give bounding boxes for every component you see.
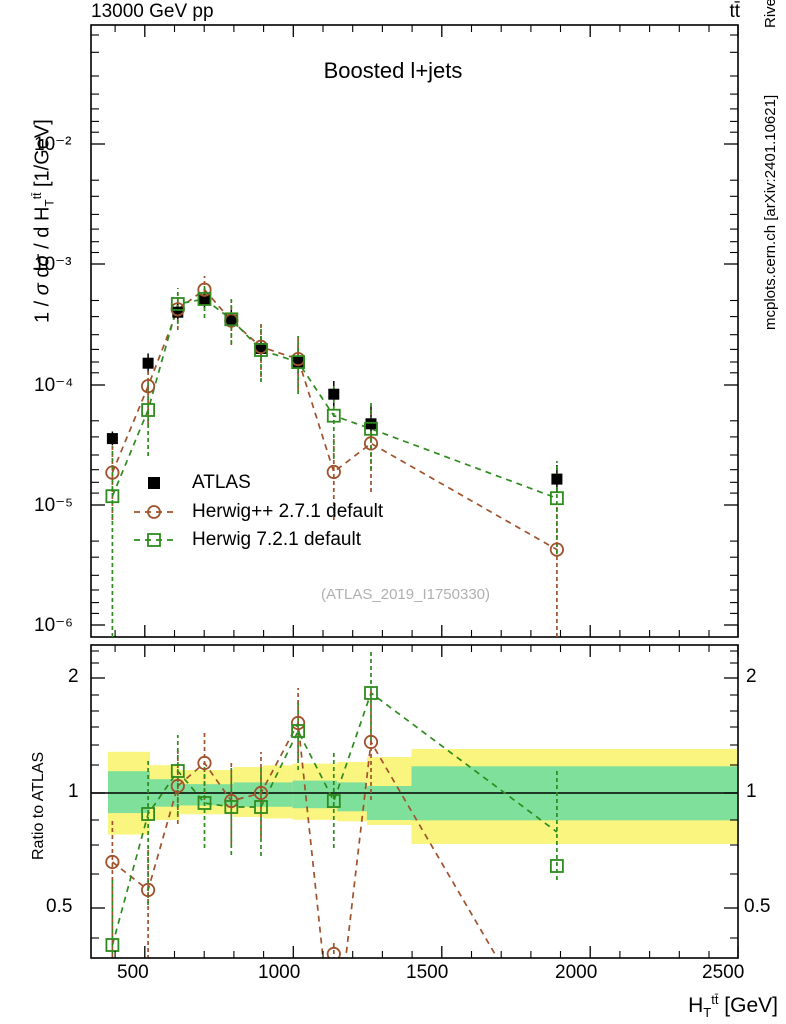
ratio-panel	[90, 644, 739, 959]
legend-label-herwig7: Herwig 7.2.1 default	[192, 529, 361, 550]
main-panel	[90, 24, 739, 638]
main-ytick-3: 10⁻⁴	[34, 375, 74, 396]
header-left: 13000 GeV pp	[91, 1, 214, 22]
ratio-series	[105, 650, 564, 958]
header-right: tt̄	[729, 1, 740, 22]
plot-title: Boosted l+jets	[323, 58, 463, 83]
xtick-2500: 2500	[702, 962, 745, 983]
ratio-x-ticks	[114, 645, 739, 958]
xtick-1500: 1500	[406, 962, 449, 983]
series-errorbars-herwig7	[111, 283, 558, 637]
ratio-ytick-2-left: 2	[68, 666, 79, 687]
legend-markers	[134, 477, 174, 547]
legend-marker-atlas	[148, 477, 160, 489]
ratio-y-ticks	[91, 650, 738, 939]
xtick-2000: 2000	[555, 962, 598, 983]
main-ytick-4: 10⁻⁵	[34, 495, 74, 516]
series-markers-herwig7	[105, 292, 564, 506]
main-x-ticks	[114, 25, 739, 637]
legend-label-herwigpp: Herwig++ 2.7.1 default	[192, 501, 384, 522]
legend-label-atlas: ATLAS	[192, 472, 251, 493]
legend-marker-herwigpp	[147, 505, 161, 519]
main-frame	[90, 24, 739, 638]
series-markers-atlas	[106, 294, 563, 485]
ratio-ytick-1-left: 1	[68, 781, 79, 802]
ratio-line-herwigpp	[111, 720, 499, 958]
legend-marker-herwig7	[147, 533, 161, 547]
main-y-minor-ticks	[91, 34, 738, 614]
ratio-errorbars-herwigpp	[111, 688, 372, 958]
xtick-500: 500	[117, 962, 149, 983]
ratio-frame	[90, 644, 739, 959]
ratio-ytick-05-left: 0.5	[46, 896, 73, 917]
main-y-ticks	[91, 143, 738, 626]
ratio-ytick-2-right: 2	[746, 666, 757, 687]
main-ytick-1: 10⁻²	[34, 134, 72, 155]
ratio-ytick-05-right: 0.5	[744, 896, 771, 917]
ratio-errorbars-herwig7	[111, 650, 558, 958]
series-line-herwig7	[111, 298, 558, 499]
series-line-herwigpp	[111, 288, 558, 551]
main-ytick-5: 10⁻⁶	[34, 615, 73, 636]
analysis-watermark: (ATLAS_2019_I1750330)	[321, 586, 491, 603]
main-ytick-2: 10⁻³	[34, 254, 72, 275]
xaxis-title: HTtt̄ [GeV]	[688, 991, 778, 1020]
xtick-1000: 1000	[258, 962, 301, 983]
series-errorbars-herwigpp	[111, 276, 558, 637]
ratio-line-herwig7	[111, 691, 558, 946]
ratio-markers-herwig7	[105, 686, 564, 952]
ratio-ytick-1-right: 1	[746, 781, 757, 802]
